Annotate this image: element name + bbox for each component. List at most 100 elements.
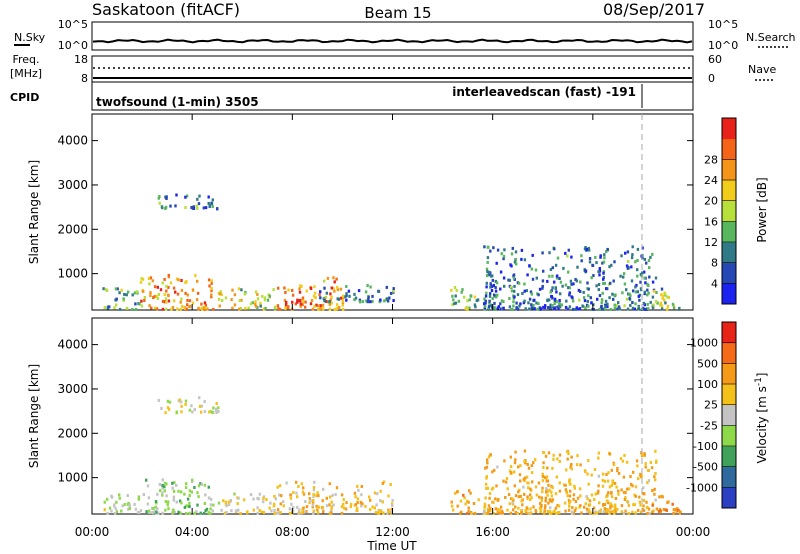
power-echo-cell: [556, 256, 560, 260]
velocity-echo-cell: [494, 497, 497, 501]
power-echo-cell: [473, 295, 477, 299]
power-echo-cell: [219, 290, 222, 294]
power-echo-cell: [278, 307, 282, 311]
power-echo-cell: [191, 206, 195, 210]
power-echo-cell: [266, 298, 270, 302]
velocity-echo-cell: [542, 466, 545, 469]
velocity-echo-cell: [638, 495, 641, 499]
power-echo-cell: [634, 260, 637, 264]
power-echo-cell: [559, 280, 563, 284]
power-echo-cell: [163, 293, 166, 297]
velocity-echo-cell: [128, 503, 131, 507]
velocity-echo-cell: [509, 465, 513, 469]
station-title: Saskatoon (fitACF): [92, 0, 240, 19]
power-echo-cell: [164, 307, 168, 311]
velocity-echo-cell: [541, 472, 544, 476]
power-echo-cell: [244, 306, 247, 310]
power-echo-cell: [660, 287, 664, 291]
power-echo-cell: [643, 257, 646, 261]
nave-tick-bottom: 0: [708, 72, 715, 85]
velocity-echo-cell: [586, 510, 589, 514]
velocity-echo-cell: [330, 505, 333, 509]
velocity-echo-cell: [632, 470, 635, 474]
power-echo-cell: [454, 301, 458, 305]
power-echo-cell: [486, 274, 489, 278]
velocity-echo-cell: [188, 501, 191, 505]
velocity-echo-cell: [491, 486, 495, 490]
power-echo-cell: [649, 300, 652, 304]
velocity-echo-cell: [328, 512, 332, 515]
power-echo-cell: [332, 276, 335, 280]
power-echo-cell: [195, 298, 199, 302]
time-tick-label: 04:00: [175, 525, 210, 539]
velocity-echo-cell: [203, 410, 207, 414]
power-echo-cell: [319, 296, 322, 300]
velocity-echo-cell: [544, 454, 548, 458]
power-echo-cell: [499, 302, 502, 306]
velocity-echo-cell: [627, 511, 630, 515]
power-colorbar-frame: [721, 117, 737, 305]
date-title: 08/Sep/2017: [603, 0, 705, 19]
velocity-echo-cell: [156, 492, 159, 496]
velocity-echo-cell: [509, 497, 513, 501]
velocity-echo-cell: [357, 488, 360, 492]
power-echo-cell: [603, 256, 606, 260]
velocity-echo-cell: [510, 471, 513, 475]
power-echo-cell: [140, 277, 143, 281]
velocity-echo-cell: [467, 506, 470, 510]
power-echo-cell: [508, 305, 512, 309]
velocity-echo-cell: [579, 494, 582, 498]
velocity-echo-cell: [643, 453, 646, 457]
velocity-echo-cell: [197, 484, 201, 488]
velocity-echo-cell: [273, 494, 276, 498]
power-echo-cell: [551, 274, 554, 278]
power-echo-cell: [211, 198, 214, 202]
velocity-echo-cell: [640, 451, 643, 455]
velocity-echo-cell: [654, 478, 657, 482]
velocity-echo-cell: [477, 498, 480, 502]
velocity-echo-cell: [625, 460, 629, 464]
power-echo-cell: [651, 295, 655, 299]
power-echo-cell: [659, 303, 662, 307]
velocity-colorbar-swatch: [722, 466, 736, 488]
power-echo-cell: [485, 267, 489, 271]
power-echo-cell: [262, 307, 266, 311]
velocity-echo-cell: [605, 473, 608, 476]
velocity-echo-cell: [256, 506, 259, 510]
power-echo-cell: [149, 294, 152, 298]
power-echo-cell: [598, 269, 602, 273]
power-echo-cell: [335, 277, 338, 281]
power-echo-cell: [164, 297, 168, 301]
velocity-echo-cell: [374, 510, 378, 514]
power-echo-cell: [114, 287, 118, 291]
velocity-echo-cell: [163, 481, 167, 485]
power-echo-cell: [468, 306, 471, 310]
power-echo-cell: [106, 305, 110, 309]
velocity-echo-cell: [220, 508, 223, 512]
velocity-echo-cell: [279, 511, 282, 515]
power-echo-cell: [325, 291, 328, 295]
velocity-echo-cell: [330, 507, 333, 511]
velocity-echo-cell: [486, 461, 489, 465]
power-echo-cell: [608, 296, 611, 300]
power-echo-cell: [254, 290, 258, 294]
power-echo-cell: [284, 291, 287, 294]
velocity-echo-cell: [520, 510, 523, 514]
velocity-echo-cell: [285, 481, 288, 485]
power-echo-cell: [342, 294, 345, 298]
power-echo-cell: [212, 307, 215, 311]
power-echo-cell: [335, 303, 339, 307]
power-echo-cell: [238, 307, 241, 311]
power-echo-cell: [564, 305, 568, 309]
power-echo-cell: [277, 286, 280, 290]
power-y-tick-label: 2000: [57, 222, 88, 236]
power-echo-cell: [385, 285, 388, 289]
velocity-echo-cell: [229, 498, 232, 502]
velocity-echo-cell: [196, 491, 199, 495]
velocity-echo-cell: [653, 475, 656, 479]
velocity-echo-cell: [529, 507, 532, 511]
velocity-echo-cell: [568, 494, 572, 498]
power-echo-cell: [186, 303, 189, 307]
power-echo-cell: [494, 308, 497, 311]
velocity-echo-cell: [342, 498, 345, 502]
